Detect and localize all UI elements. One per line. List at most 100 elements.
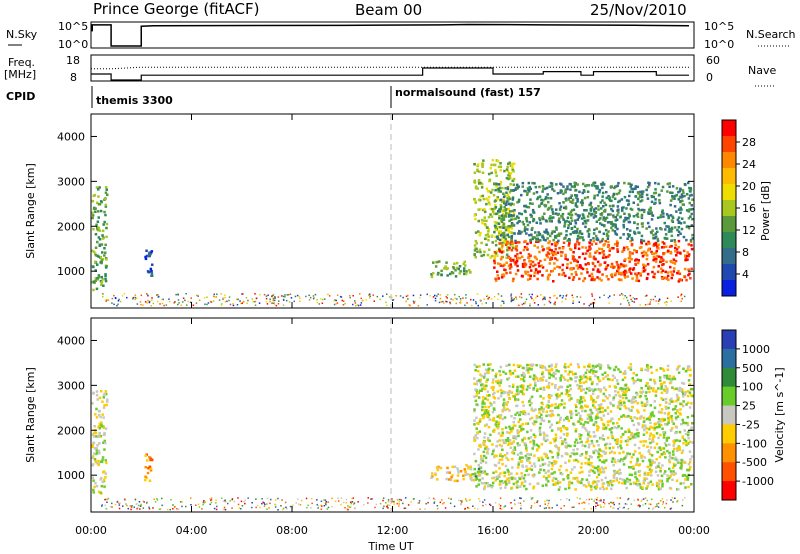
data-cell <box>97 216 100 219</box>
data-cell <box>542 438 546 441</box>
data-cell <box>567 444 570 447</box>
data-cell <box>683 391 687 395</box>
data-cell <box>543 462 547 466</box>
data-cell <box>681 449 685 452</box>
data-cell <box>241 302 243 304</box>
data-cell <box>585 387 589 390</box>
data-cell <box>627 220 631 224</box>
data-cell <box>602 450 606 453</box>
data-cell <box>632 433 636 437</box>
data-cell <box>503 206 506 209</box>
data-cell <box>511 426 514 430</box>
data-cell <box>466 506 469 509</box>
data-cell <box>507 207 510 211</box>
data-cell <box>660 418 664 421</box>
data-cell <box>518 256 522 260</box>
data-cell <box>241 293 243 295</box>
data-cell <box>654 394 658 397</box>
data-cell <box>382 497 385 499</box>
data-cell <box>586 417 589 420</box>
data-cell <box>618 472 621 476</box>
data-cell <box>495 372 498 376</box>
data-cell <box>474 369 477 372</box>
data-cell <box>331 505 333 508</box>
data-cell <box>632 201 635 204</box>
data-cell <box>610 417 613 420</box>
data-cell <box>608 204 612 208</box>
data-cell <box>277 303 280 305</box>
data-cell <box>576 447 579 451</box>
data-cell <box>609 482 612 485</box>
data-cell <box>583 209 586 212</box>
data-cell <box>118 507 121 510</box>
data-cell <box>500 480 504 483</box>
data-cell <box>623 274 627 277</box>
data-cell <box>496 423 500 427</box>
data-cell <box>603 261 607 264</box>
data-cell <box>596 185 599 188</box>
data-cell <box>506 451 509 455</box>
data-cell <box>557 406 560 410</box>
data-cell <box>511 507 513 509</box>
data-cell <box>545 405 548 408</box>
data-cell <box>525 205 529 209</box>
data-cell <box>518 411 521 414</box>
data-cell <box>492 471 495 475</box>
data-cell <box>556 192 560 195</box>
data-cell <box>518 477 522 481</box>
data-cell <box>637 411 640 414</box>
data-cell <box>515 404 518 408</box>
data-cell <box>272 293 275 296</box>
data-cell <box>607 436 610 440</box>
data-cell <box>142 500 144 502</box>
data-cell <box>327 501 329 503</box>
data-cell <box>660 411 663 414</box>
data-cell <box>425 503 427 505</box>
data-cell <box>215 502 217 504</box>
data-cell <box>519 502 522 504</box>
data-cell <box>92 207 96 211</box>
data-cell <box>636 393 639 396</box>
data-cell <box>512 183 516 186</box>
data-cell <box>552 371 556 375</box>
data-cell <box>471 473 474 476</box>
data-cell <box>498 467 501 470</box>
data-cell <box>484 410 487 413</box>
data-cell <box>516 269 520 272</box>
data-cell <box>573 185 576 188</box>
data-cell <box>500 205 503 209</box>
data-cell <box>486 438 490 442</box>
data-cell <box>626 438 630 442</box>
data-cell <box>676 228 679 232</box>
data-cell <box>598 379 602 382</box>
data-cell <box>263 293 266 296</box>
data-cell <box>677 221 680 224</box>
data-cell <box>612 404 615 407</box>
data-cell <box>579 454 582 457</box>
data-cell <box>625 415 629 418</box>
data-cell <box>533 374 536 377</box>
data-cell <box>536 271 539 275</box>
data-cell <box>259 506 261 509</box>
data-cell <box>530 464 534 468</box>
data-cell <box>528 233 531 237</box>
data-cell <box>667 419 670 422</box>
data-cell <box>512 170 515 173</box>
data-cell <box>676 398 680 401</box>
data-cell <box>484 456 488 460</box>
data-cell <box>487 201 491 205</box>
data-cell <box>612 502 614 504</box>
data-cell <box>101 400 104 403</box>
data-cell <box>101 258 105 261</box>
data-cell <box>563 406 566 409</box>
data-cell <box>666 301 668 303</box>
data-cell <box>665 502 668 505</box>
data-cell <box>655 389 658 393</box>
data-cell <box>266 497 269 500</box>
data-cell <box>533 502 536 504</box>
data-cell <box>560 189 563 193</box>
data-cell <box>560 472 564 476</box>
data-cell <box>652 258 655 262</box>
data-cell <box>97 188 100 191</box>
data-cell <box>594 365 598 368</box>
